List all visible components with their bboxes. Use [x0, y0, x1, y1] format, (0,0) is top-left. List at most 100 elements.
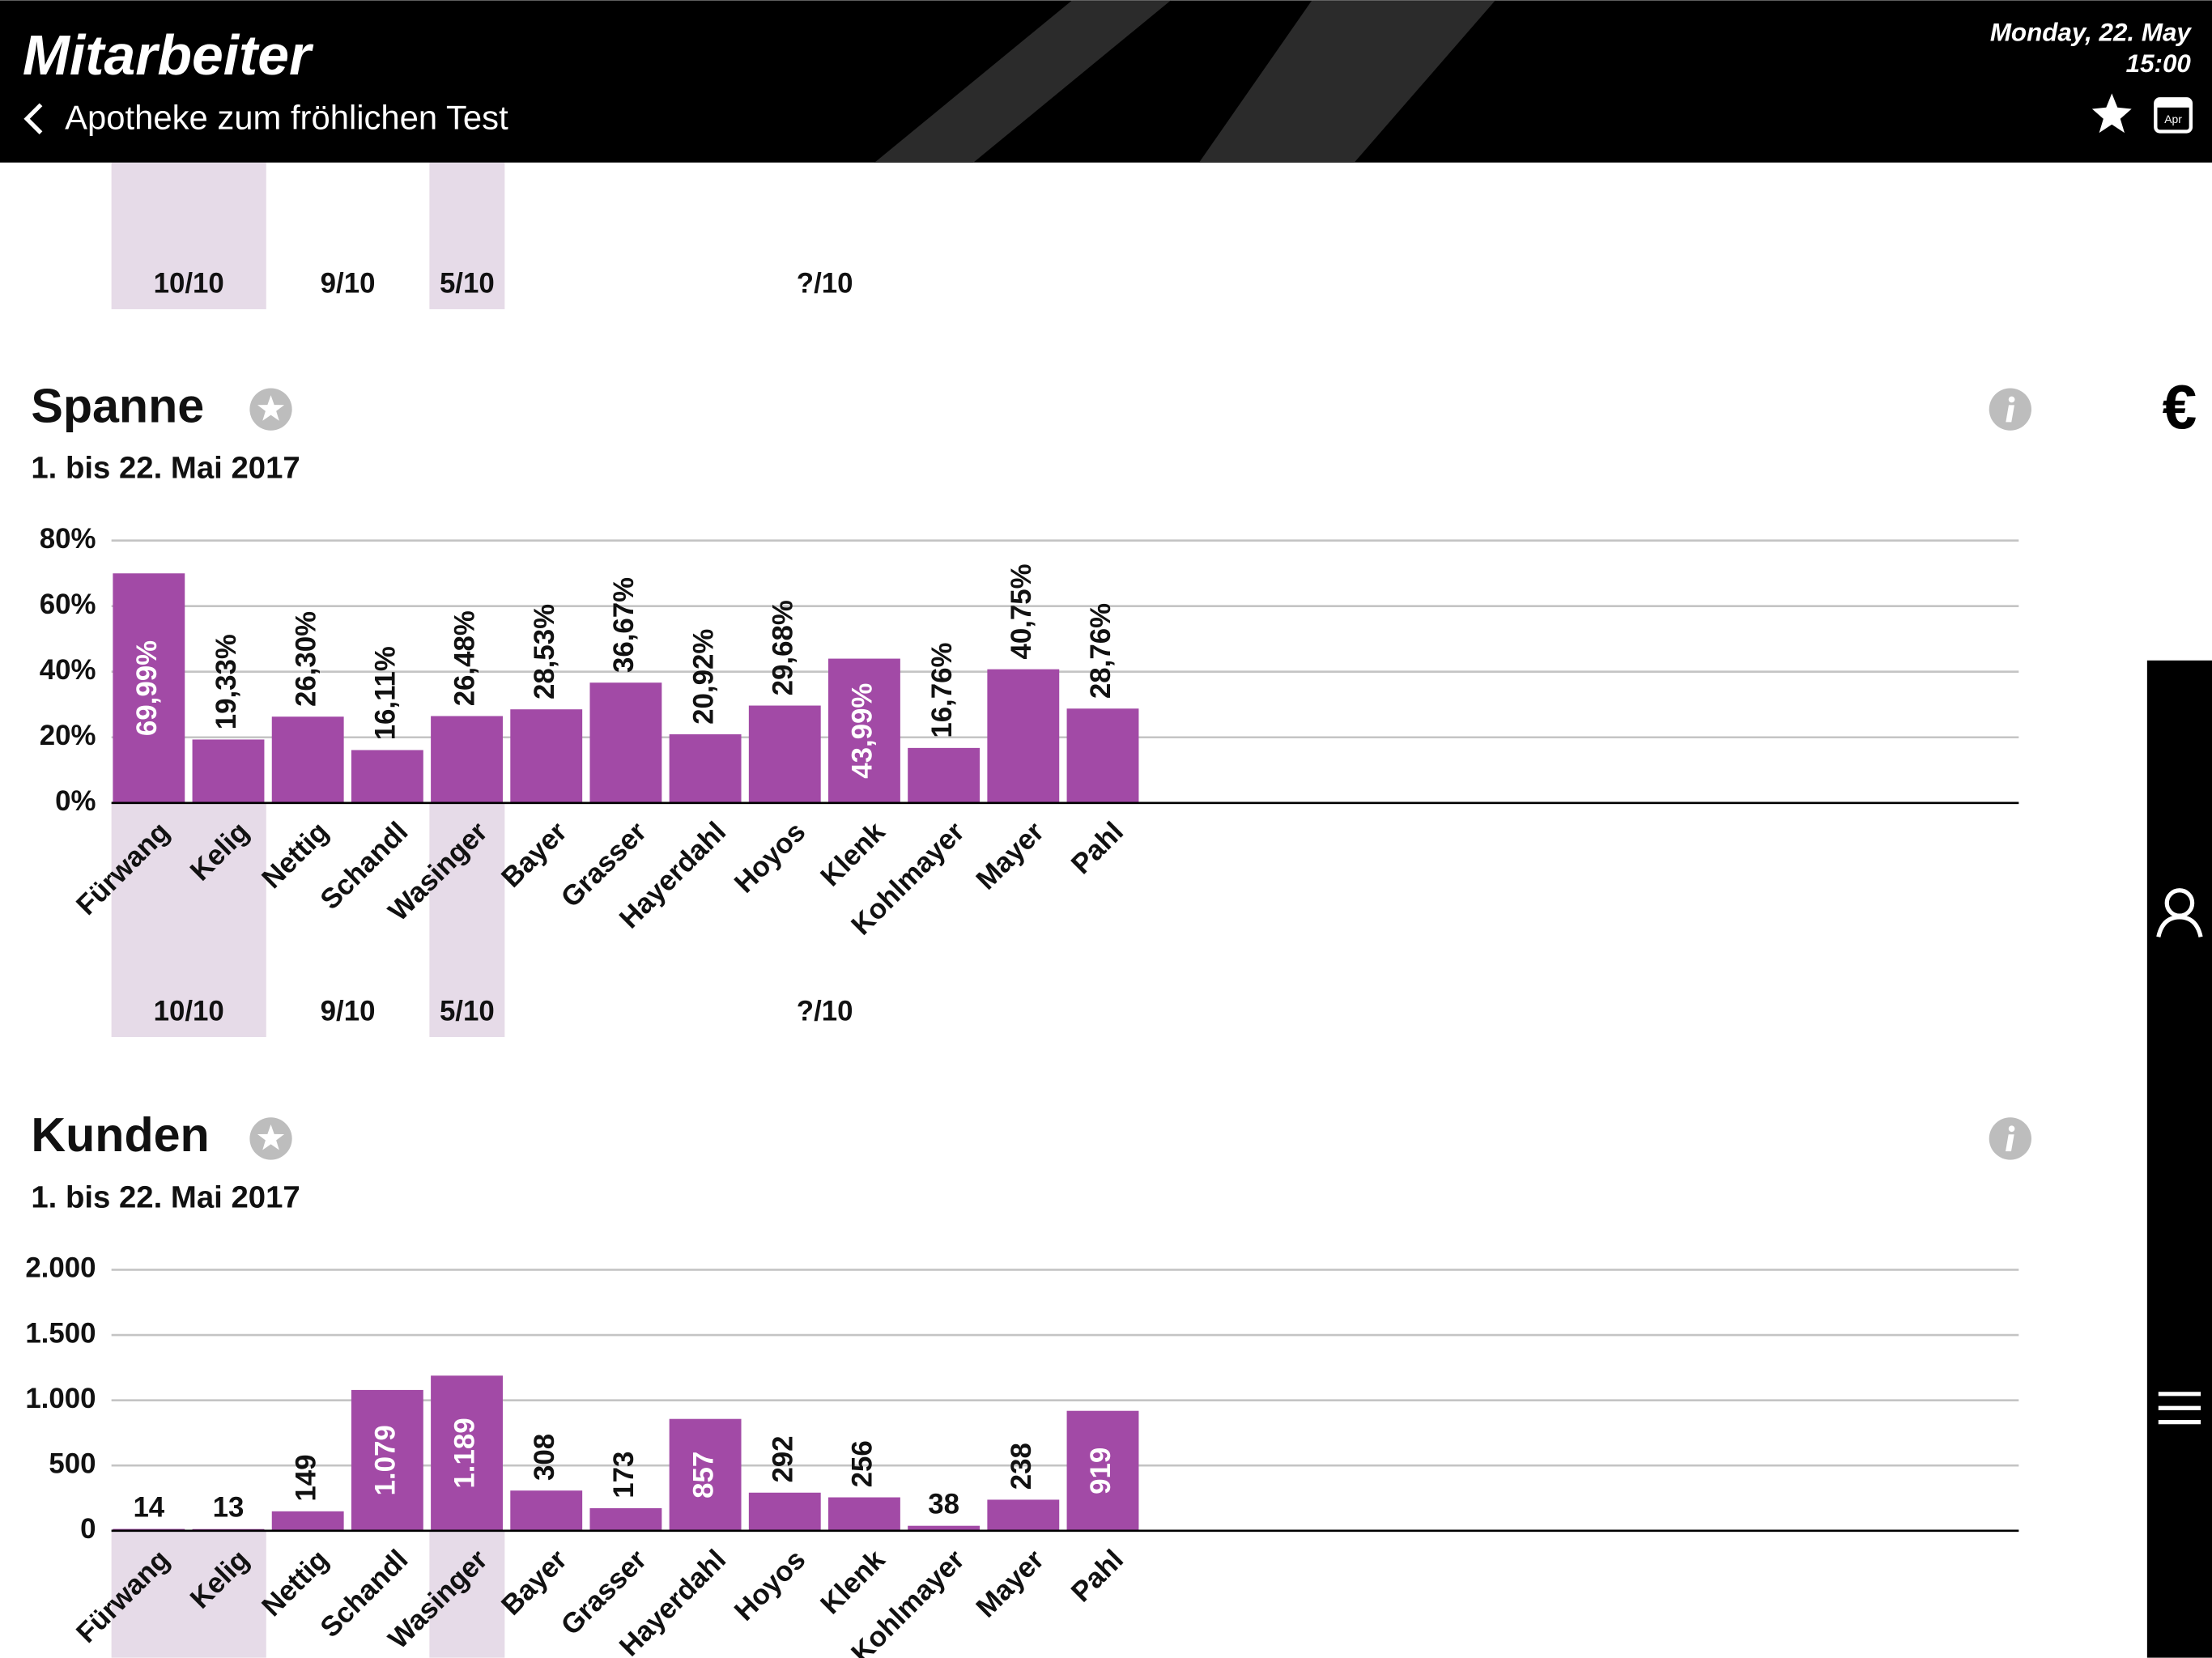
x-tick-label: Pahl — [1065, 1544, 1129, 1609]
favorite-star — [257, 1124, 285, 1150]
currency-icon[interactable]: € — [2163, 373, 2197, 442]
bar — [908, 747, 981, 803]
calendar-top — [2155, 99, 2191, 108]
group-label: 9/10 — [321, 268, 376, 300]
bar — [987, 669, 1060, 803]
y-tick-label: 500 — [49, 1448, 96, 1479]
header-stripe — [874, 0, 1172, 163]
bar — [669, 734, 742, 803]
chart-subtitle: 1. bis 22. Mai 2017 — [31, 451, 300, 486]
bar — [351, 1389, 423, 1531]
value-label: 256 — [847, 1440, 878, 1487]
bar — [1066, 1410, 1139, 1531]
bar — [510, 1490, 583, 1531]
value-label: 69,99% — [131, 640, 163, 736]
group-label: ?/10 — [797, 996, 853, 1027]
page-title: Mitarbeiter — [23, 23, 314, 87]
x-tick-label: Klenk — [815, 1543, 891, 1620]
value-label: 43,99% — [847, 683, 878, 779]
back-label[interactable]: Apotheke zum fröhlichen Test — [65, 99, 508, 137]
bar — [828, 658, 900, 803]
bar — [192, 739, 265, 803]
bar — [113, 573, 185, 803]
bar — [589, 682, 662, 803]
person-body — [2156, 915, 2203, 937]
value-label: 13 — [213, 1492, 245, 1524]
bar — [669, 1418, 742, 1531]
bar — [828, 1497, 900, 1531]
value-label: 36,67% — [608, 577, 640, 673]
info-dot — [2008, 1125, 2015, 1133]
x-tick-label: Hoyos — [728, 816, 811, 899]
favorites-icon[interactable] — [2091, 93, 2132, 134]
value-label: 16,76% — [926, 643, 958, 738]
value-label: 292 — [767, 1435, 798, 1482]
value-label: 308 — [529, 1434, 560, 1481]
x-tick-label: Bayer — [496, 1543, 573, 1621]
x-tick-label: Mayer — [970, 1543, 1050, 1623]
time: 15:00 — [2126, 49, 2192, 78]
value-label: 16,11% — [370, 646, 402, 740]
group-band — [429, 802, 505, 1037]
bar — [987, 1499, 1060, 1531]
group-band — [111, 802, 266, 1037]
header-stripe — [1198, 0, 1495, 163]
value-label: 857 — [687, 1452, 719, 1499]
header: Mitarbeiter Apotheke zum fröhlichen Test… — [0, 0, 2212, 163]
bar — [351, 750, 423, 803]
y-tick-label: 0% — [55, 785, 96, 817]
bar — [271, 716, 344, 803]
bar — [271, 1511, 344, 1531]
x-tick-label: Nettig — [256, 1544, 334, 1622]
value-label: 173 — [608, 1452, 640, 1499]
y-tick-label: 60% — [40, 589, 96, 620]
group-label: 9/10 — [321, 996, 376, 1027]
y-tick-label: 80% — [40, 523, 96, 555]
value-label: 29,68% — [767, 600, 798, 695]
bar — [510, 709, 583, 803]
group-label: 10/10 — [154, 996, 224, 1027]
value-label: 149 — [290, 1454, 321, 1501]
y-tick-label: 1.000 — [25, 1383, 96, 1414]
info-dot — [2008, 396, 2015, 403]
bar — [431, 716, 503, 803]
value-label: 238 — [1006, 1443, 1037, 1490]
y-tick-label: 0 — [80, 1513, 96, 1545]
value-label: 28,76% — [1085, 603, 1117, 699]
value-label: 40,75% — [1006, 563, 1037, 659]
date: Monday, 22. May — [1990, 18, 2193, 46]
value-label: 14 — [133, 1491, 164, 1523]
back-icon[interactable] — [23, 103, 43, 134]
chart-title: Kunden — [31, 1107, 209, 1162]
group-band — [111, 1530, 266, 1658]
group-label: 10/10 — [154, 268, 224, 300]
group-label: ?/10 — [797, 268, 853, 300]
bar — [908, 1525, 981, 1531]
x-tick-label: Bayer — [496, 815, 573, 893]
chart-title: Spanne — [31, 378, 204, 432]
value-label: 19,33% — [211, 634, 242, 729]
bar — [589, 1507, 662, 1531]
calendar-icon[interactable]: Apr — [2154, 97, 2193, 134]
x-tick-label: Pahl — [1065, 816, 1129, 881]
x-tick-label: Nettig — [256, 816, 334, 895]
value-label: 1.079 — [370, 1425, 402, 1495]
y-tick-label: 1.500 — [25, 1317, 96, 1349]
value-label: 919 — [1085, 1448, 1117, 1494]
value-label: 20,92% — [687, 629, 719, 725]
group-band — [111, 162, 266, 309]
bar — [1066, 708, 1139, 803]
group-band — [429, 162, 505, 309]
bar — [748, 705, 821, 803]
value-label: 1.189 — [449, 1418, 481, 1488]
menu-icon[interactable] — [2158, 1392, 2201, 1425]
bar — [431, 1375, 503, 1531]
group-label: 5/10 — [440, 996, 495, 1027]
sidebar-bg — [2146, 660, 2212, 1658]
y-tick-label: 2.000 — [25, 1252, 96, 1284]
x-tick-label: Klenk — [815, 815, 891, 892]
chart-subtitle: 1. bis 22. Mai 2017 — [31, 1180, 300, 1214]
content: 10/10 9/10 5/10 ?/10 Spanne 1. bis 22. Mai 20… — [25, 162, 2031, 1658]
